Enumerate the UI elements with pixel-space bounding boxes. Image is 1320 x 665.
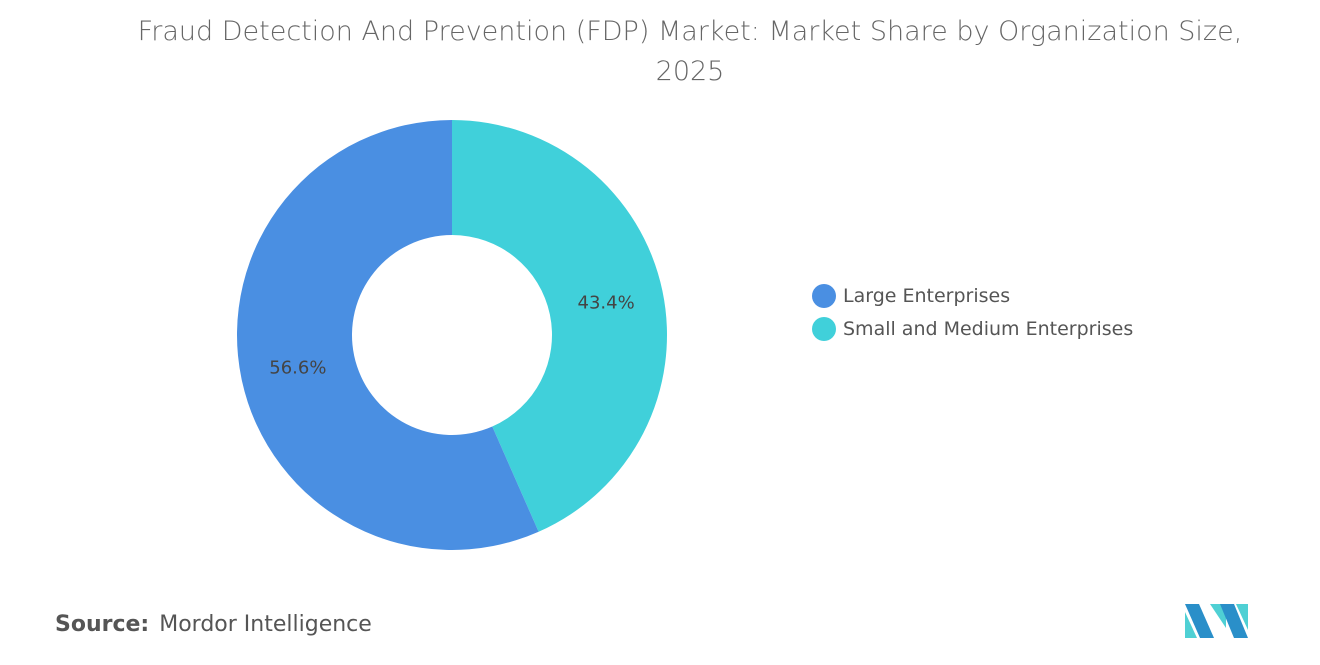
legend-label: Small and Medium Enterprises — [843, 318, 1134, 340]
source-label: Source: — [55, 612, 150, 637]
legend-item-large-enterprises[interactable]: Large Enterprises — [812, 284, 1010, 308]
data-label: 43.4% — [578, 293, 635, 314]
legend-label: Large Enterprises — [843, 285, 1011, 307]
slice-large-enterprises[interactable] — [237, 120, 539, 550]
chart-title: Fraud Detection And Prevention (FDP) Mar… — [137, 16, 1243, 87]
legend-swatch — [812, 284, 836, 308]
data-label: 56.6% — [269, 357, 326, 378]
legend-item-sme[interactable]: Small and Medium Enterprises — [812, 317, 1133, 341]
source-value: Mordor Intelligence — [159, 612, 372, 637]
legend-swatch — [812, 317, 836, 341]
source-note: Source: Mordor Intelligence — [55, 612, 372, 637]
slice-small-and-medium-enterprises[interactable] — [452, 120, 667, 532]
